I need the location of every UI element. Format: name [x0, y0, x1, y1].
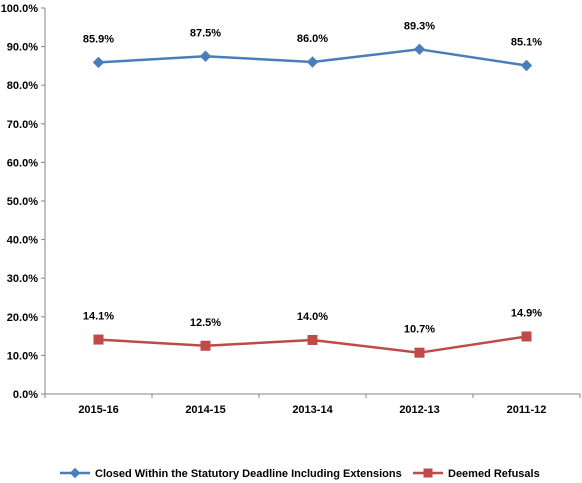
series-1: 14.1% 12.5% 14.0% 10.7% 14.9% — [83, 307, 542, 358]
y-tick-label: 40.0% — [7, 235, 38, 247]
y-tick-label: 30.0% — [7, 273, 38, 285]
y-tick-label: 80.0% — [7, 80, 38, 92]
legend-item-1: Deemed Refusals — [413, 468, 540, 480]
legend-label: Closed Within the Statutory Deadline Inc… — [95, 468, 402, 480]
series-0: 85.9% 87.5% 86.0% 89.3% 85.1% — [83, 20, 542, 72]
legend-marker — [69, 467, 81, 479]
y-tick-label: 70.0% — [7, 119, 38, 131]
data-label: 85.1% — [511, 37, 542, 49]
data-label: 14.9% — [511, 307, 542, 319]
y-tick-label: 60.0% — [7, 157, 38, 169]
x-tick-label: 2012-13 — [399, 404, 439, 416]
data-label: 12.5% — [190, 317, 221, 329]
y-tick-label: 50.0% — [7, 196, 38, 208]
y-tick-label: 20.0% — [7, 312, 38, 324]
series-layer: 85.9% 87.5% 86.0% 89.3% 85.1% 14.1% 12.5% 14.0%… — [83, 20, 542, 358]
data-label: 14.0% — [297, 311, 328, 323]
data-label: 14.1% — [83, 311, 114, 323]
y-tick-label: 100.0% — [1, 3, 39, 15]
data-point — [413, 43, 426, 56]
data-point — [200, 340, 211, 351]
legend: Closed Within the Statutory Deadline Inc… — [60, 467, 540, 480]
y-tick-label: 0.0% — [13, 389, 38, 401]
data-label: 87.5% — [190, 27, 221, 39]
legend-label: Deemed Refusals — [448, 468, 540, 480]
data-label: 85.9% — [83, 33, 114, 45]
data-point — [520, 59, 533, 72]
y-tick-label: 10.0% — [7, 350, 38, 362]
legend-item-0: Closed Within the Statutory Deadline Inc… — [60, 467, 402, 480]
data-point — [92, 56, 105, 69]
data-point — [414, 347, 425, 358]
data-point — [307, 334, 318, 345]
axes: 0.0% 10.0% 20.0% 30.0% 40.0% 50.0% 60.0% 70.0% 8… — [1, 3, 581, 416]
legend-marker — [423, 468, 433, 478]
data-label: 86.0% — [297, 33, 328, 45]
data-point — [521, 331, 532, 342]
x-tick-label: 2011-12 — [507, 404, 547, 416]
x-tick-label: 2014-15 — [185, 404, 225, 416]
x-tick-label: 2015-16 — [78, 404, 118, 416]
data-label: 10.7% — [404, 324, 435, 336]
data-label: 89.3% — [404, 20, 435, 32]
data-point — [93, 334, 104, 345]
y-tick-label: 90.0% — [7, 42, 38, 54]
data-point — [199, 50, 212, 62]
x-tick-label: 2013-14 — [292, 404, 333, 416]
data-point — [306, 56, 319, 68]
